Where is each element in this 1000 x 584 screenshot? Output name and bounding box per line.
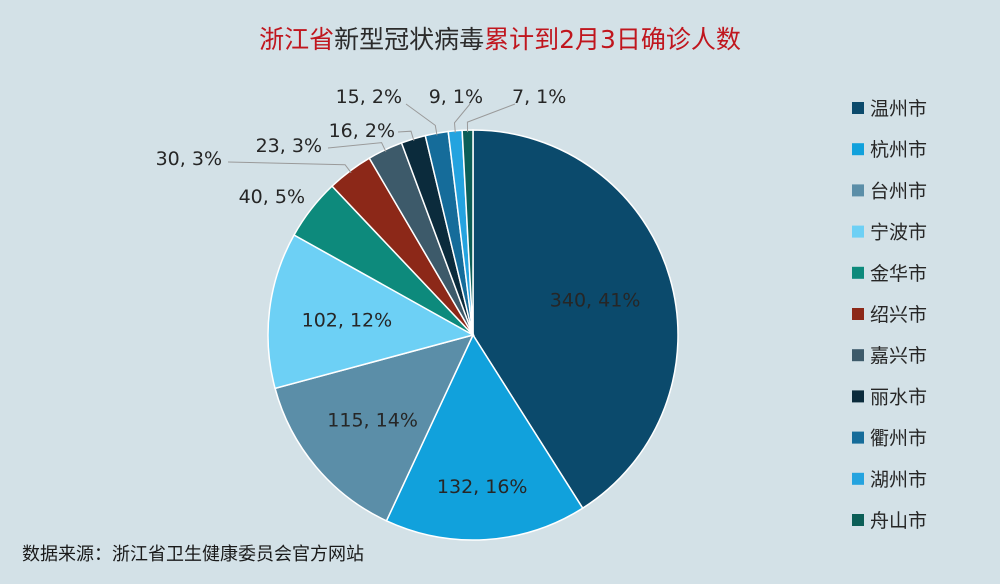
leader-line-9 xyxy=(405,103,438,136)
legend-swatch-5 xyxy=(852,266,864,279)
legend-label-2: 杭州市 xyxy=(870,139,927,161)
leader-line-6 xyxy=(227,161,352,173)
legend-label-3: 台州市 xyxy=(870,180,927,202)
legend-label-4: 宁波市 xyxy=(870,222,927,244)
data-labels: 340, 41% 132, 16% 115, 14% 102, 12% 40, 5% 30… xyxy=(156,86,641,498)
leader-lines xyxy=(227,103,516,173)
title-part-province: 浙江省 xyxy=(259,25,334,54)
data-label-7: 23, 3% xyxy=(256,135,322,157)
legend-label-11: 舟山市 xyxy=(870,510,927,532)
legend-swatch-7 xyxy=(852,349,864,362)
leader-line-10 xyxy=(453,103,471,133)
legend-swatch-11 xyxy=(852,514,864,526)
data-label-1: 340, 41% xyxy=(550,290,641,312)
legend-swatch-8 xyxy=(852,390,864,403)
legend-swatch-9 xyxy=(852,431,864,444)
leader-line-11 xyxy=(466,103,516,133)
leader-line-7 xyxy=(327,142,387,152)
legend-swatch-2 xyxy=(852,143,864,156)
data-label-2: 132, 16% xyxy=(437,476,528,498)
pie-slice-2 xyxy=(385,333,584,541)
data-label-8: 16, 2% xyxy=(329,120,395,142)
data-label-11: 7, 1% xyxy=(512,86,566,108)
data-label-10: 9, 1% xyxy=(429,86,483,108)
data-label-9: 15, 2% xyxy=(336,86,402,108)
data-label-3: 115, 14% xyxy=(327,409,418,431)
title-part-count: 累计到2月3日确诊人数 xyxy=(484,25,741,54)
data-label-4: 102, 12% xyxy=(302,309,393,331)
legend-swatch-3 xyxy=(852,184,864,197)
legend-swatch-1 xyxy=(852,102,864,114)
data-label-5: 40, 5% xyxy=(239,186,305,208)
legend-swatch-6 xyxy=(852,308,864,320)
leader-line-8 xyxy=(397,130,415,142)
legend-label-6: 绍兴市 xyxy=(870,304,927,326)
legend-swatch-10 xyxy=(852,472,864,485)
title-part-virus: 新型冠状病毒 xyxy=(334,25,484,54)
legend-label-10: 湖州市 xyxy=(870,469,927,491)
pie-slice-1 xyxy=(472,129,679,510)
data-label-6: 30, 3% xyxy=(156,148,222,170)
legend-swatch-4 xyxy=(852,225,864,238)
legend-label-5: 金华市 xyxy=(870,263,927,285)
legend-label-8: 丽水市 xyxy=(870,386,927,408)
data-source-note: 数据来源：浙江省卫生健康委员会官方网站 xyxy=(22,544,364,565)
legend-label-9: 衢州市 xyxy=(870,428,927,450)
legend-label-7: 嘉兴市 xyxy=(870,345,927,367)
pie-slice-4 xyxy=(267,233,475,390)
pie-slice-3 xyxy=(274,333,475,522)
legend-label-1: 温州市 xyxy=(870,98,927,120)
chart-title: 浙江省新型冠状病毒累计到2月3日确诊人数 xyxy=(259,25,741,54)
